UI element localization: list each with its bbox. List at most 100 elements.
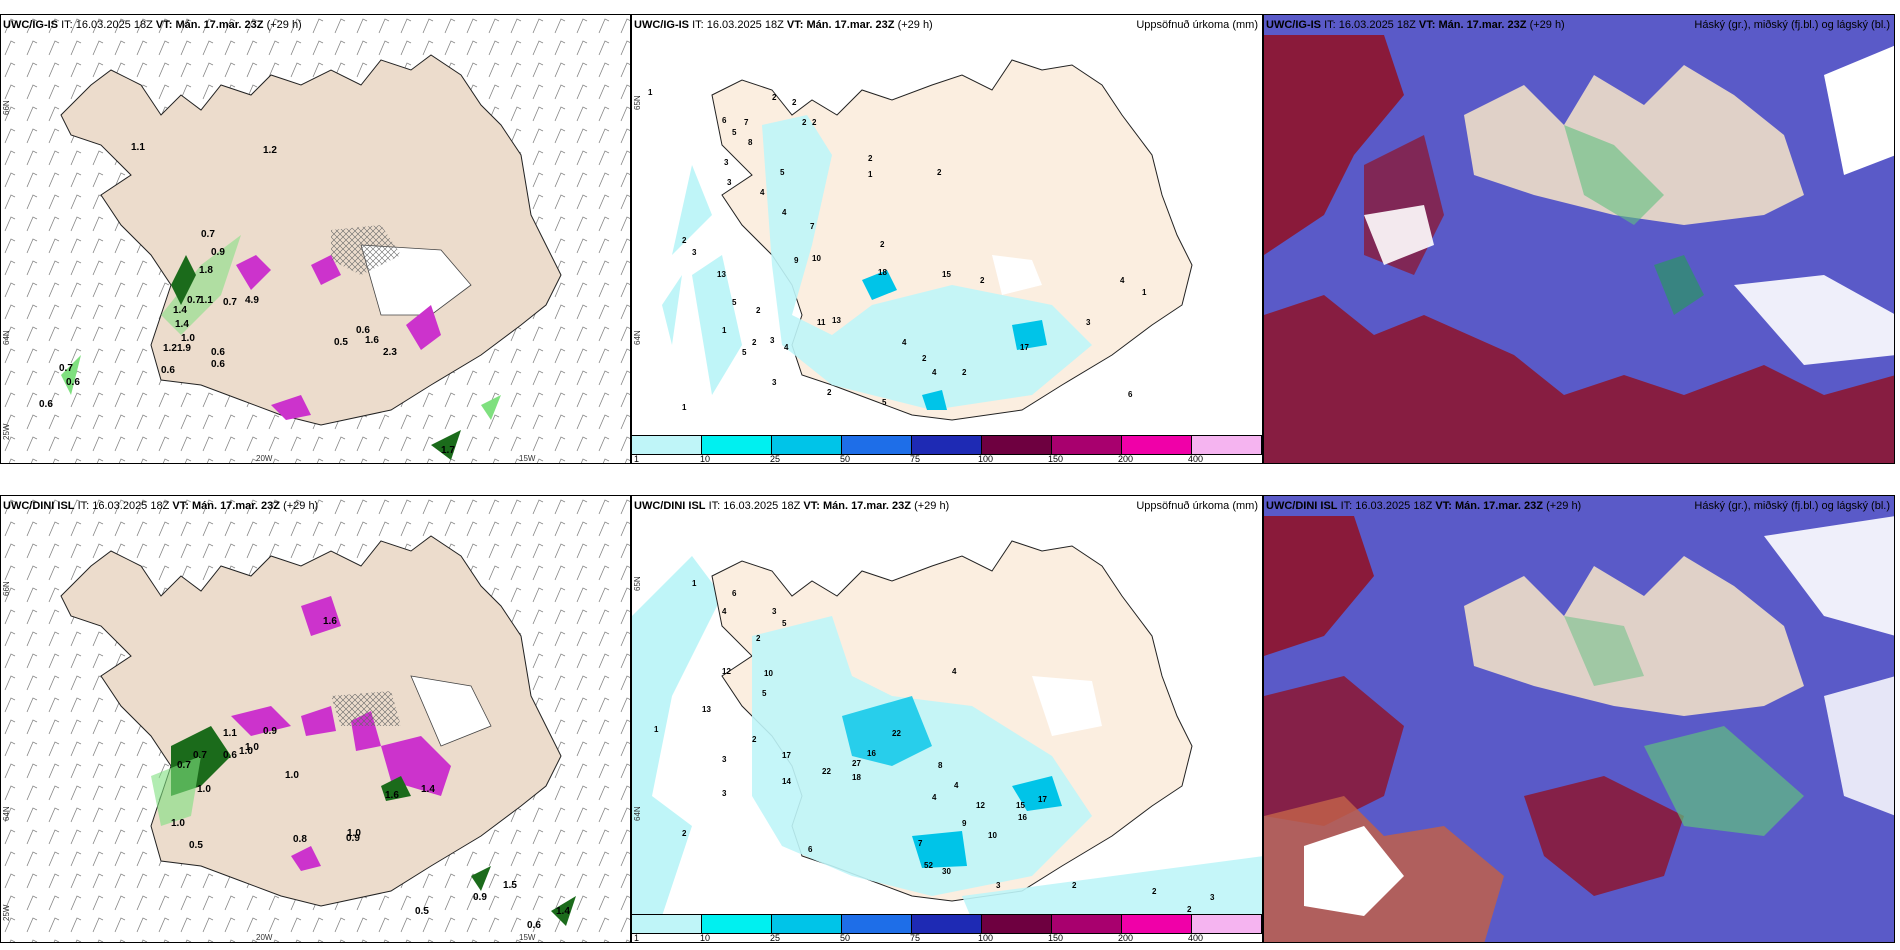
- svg-text:1: 1: [868, 170, 873, 179]
- precip-colorbar: 1 10 25 50 75 100 150 200 400: [632, 435, 1262, 463]
- map-accumulated-precip: 65N 64N 1 2 2 5 6 7 8 2 2 3 3 5 4 4 7 2 …: [633, 59, 1193, 421]
- svg-text:2: 2: [1152, 887, 1157, 896]
- colorbar-seg: [632, 915, 702, 933]
- svg-text:66N: 66N: [2, 581, 11, 596]
- colorbar-tick: 100: [978, 933, 994, 943]
- svg-text:5: 5: [882, 398, 887, 407]
- panel-field-title: Uppsöfnuð úrkoma (mm): [1136, 19, 1258, 31]
- colorbar-seg: [842, 915, 912, 933]
- svg-text:18: 18: [878, 268, 887, 277]
- svg-text:4: 4: [952, 667, 957, 676]
- svg-text:5: 5: [762, 689, 767, 698]
- svg-text:1.7: 1.7: [441, 445, 455, 456]
- svg-text:2: 2: [772, 93, 777, 102]
- svg-text:15W: 15W: [519, 933, 536, 942]
- svg-text:12: 12: [722, 667, 731, 676]
- svg-text:2: 2: [922, 354, 927, 363]
- svg-text:1: 1: [692, 579, 697, 588]
- colorbar-seg: [1122, 436, 1192, 454]
- svg-text:1.9: 1.9: [177, 343, 191, 354]
- svg-text:6: 6: [722, 116, 727, 125]
- colorbar-seg: [912, 436, 982, 454]
- svg-text:0.7: 0.7: [193, 750, 207, 761]
- svg-text:1.0: 1.0: [245, 742, 259, 753]
- svg-text:4: 4: [782, 208, 787, 217]
- svg-text:18: 18: [852, 773, 861, 782]
- svg-text:0.6: 0.6: [211, 359, 225, 370]
- svg-text:1.4: 1.4: [421, 784, 435, 795]
- svg-text:1: 1: [682, 403, 687, 412]
- svg-text:17: 17: [782, 751, 791, 760]
- panel-wind-dini: UWC/DINI ISL IT: 16.03.2025 18Z VT: Mán.…: [0, 495, 631, 943]
- svg-text:2: 2: [752, 338, 757, 347]
- svg-text:1: 1: [648, 88, 653, 97]
- svg-text:2: 2: [802, 118, 807, 127]
- svg-text:3: 3: [1210, 893, 1215, 902]
- panel-clouds-dini: UWC/DINI ISL IT: 16.03.2025 18Z VT: Mán.…: [1263, 495, 1895, 943]
- svg-text:2: 2: [682, 829, 687, 838]
- svg-text:1.0: 1.0: [181, 333, 195, 344]
- svg-text:0.6: 0.6: [161, 365, 175, 376]
- svg-text:64N: 64N: [2, 330, 11, 345]
- svg-text:3: 3: [727, 178, 732, 187]
- svg-text:3: 3: [772, 378, 777, 387]
- svg-text:1.5: 1.5: [503, 880, 517, 891]
- panel-field-title: Háský (gr.), miðský (fj.bl.) og lágský (…: [1694, 500, 1890, 512]
- svg-text:2: 2: [812, 118, 817, 127]
- svg-text:2: 2: [980, 276, 985, 285]
- colorbar-seg: [982, 436, 1052, 454]
- svg-text:4: 4: [784, 343, 789, 352]
- svg-text:10: 10: [812, 254, 821, 263]
- svg-text:22: 22: [892, 729, 901, 738]
- colorbar-seg: [702, 915, 772, 933]
- svg-text:5: 5: [780, 168, 785, 177]
- svg-text:1.4: 1.4: [173, 305, 187, 316]
- svg-text:9: 9: [962, 819, 967, 828]
- svg-text:4: 4: [1120, 276, 1125, 285]
- colorbar-tick: 1: [634, 933, 640, 943]
- colorbar-seg: [842, 436, 912, 454]
- svg-text:64N: 64N: [2, 806, 11, 821]
- axis-labels: 66N 64N 25W 20W 15W: [2, 100, 536, 463]
- svg-text:65N: 65N: [633, 576, 642, 591]
- svg-text:3: 3: [722, 755, 727, 764]
- svg-text:15: 15: [1016, 801, 1025, 810]
- svg-text:0.7: 0.7: [177, 760, 191, 771]
- map-wind-precip: 66N 64N 25W 20W 15W 1.1 1.2 0.7 0.9 1.8 …: [1, 15, 630, 463]
- svg-text:6: 6: [1128, 390, 1133, 399]
- svg-text:3: 3: [772, 607, 777, 616]
- svg-text:64N: 64N: [633, 330, 642, 345]
- map-accumulated-precip: 65N 64N 1 6 4 3 5 2 12 10 5 13 3 17 22 2…: [632, 540, 1262, 942]
- svg-text:25W: 25W: [2, 423, 11, 440]
- svg-text:10: 10: [988, 831, 997, 840]
- svg-text:1.6: 1.6: [385, 790, 399, 801]
- colorbar-tick: 75: [910, 454, 921, 464]
- svg-text:0.9: 0.9: [473, 892, 487, 903]
- svg-text:0.6: 0.6: [211, 347, 225, 358]
- panel-precip-igis: UWC/IG-IS IT: 16.03.2025 18Z VT: Mán. 17…: [631, 14, 1263, 464]
- svg-text:1.2: 1.2: [263, 145, 277, 156]
- svg-text:20W: 20W: [256, 933, 273, 942]
- svg-text:5: 5: [732, 128, 737, 137]
- svg-text:8: 8: [748, 138, 753, 147]
- colorbar-seg: [632, 436, 702, 454]
- svg-text:2: 2: [880, 240, 885, 249]
- svg-text:1.0: 1.0: [239, 746, 253, 757]
- svg-text:2: 2: [962, 368, 967, 377]
- svg-text:0.7: 0.7: [201, 229, 215, 240]
- colorbar-tick: 25: [770, 454, 781, 464]
- panel-wind-igis: UWC/IG-IS IT: 16.03.2025 18Z VT: Mán. 17…: [0, 14, 631, 464]
- svg-text:2: 2: [1187, 905, 1192, 914]
- svg-text:0.5: 0.5: [415, 906, 429, 917]
- map-clouds: [1264, 496, 1894, 942]
- axis-labels: 65N 64N: [633, 576, 642, 821]
- panel-header: UWC/DINI ISL IT: 16.03.2025 18Z VT: Mán.…: [634, 500, 950, 512]
- colorbar-tick: 400: [1188, 933, 1204, 943]
- svg-text:1: 1: [1142, 288, 1147, 297]
- svg-text:14: 14: [782, 777, 791, 786]
- svg-text:22: 22: [822, 767, 831, 776]
- svg-text:16: 16: [1018, 813, 1027, 822]
- svg-text:2: 2: [756, 634, 761, 643]
- colorbar-tick: 25: [770, 933, 781, 943]
- svg-text:4: 4: [932, 793, 937, 802]
